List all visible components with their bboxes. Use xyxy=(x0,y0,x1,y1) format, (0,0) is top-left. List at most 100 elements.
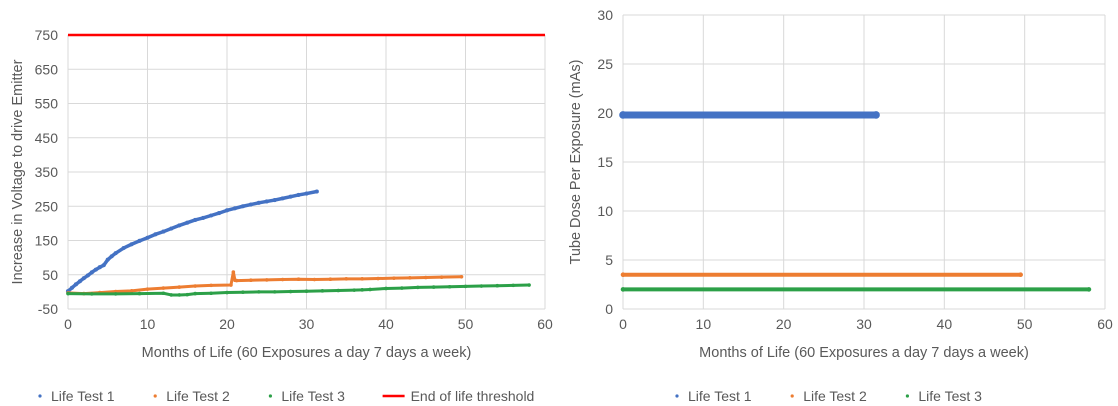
data-point-life-test-1 xyxy=(296,192,301,197)
legend-label: Life Test 1 xyxy=(51,388,115,404)
data-point-life-test-1 xyxy=(73,282,78,287)
data-point-life-test-3 xyxy=(185,292,190,297)
data-point-life-test-1 xyxy=(81,276,86,281)
data-point-life-test-2 xyxy=(439,275,444,279)
data-point-life-test-3 xyxy=(169,293,174,297)
data-point-life-test-2 xyxy=(229,283,233,287)
legend-label: Life Test 3 xyxy=(281,388,345,404)
data-point-life-test-3 xyxy=(384,286,388,291)
legend-swatch-dot xyxy=(790,394,794,398)
data-point-life-test-2 xyxy=(264,278,269,282)
x-tick-label: 40 xyxy=(937,316,953,332)
data-point-life-test-2 xyxy=(193,284,197,288)
data-point-life-test-3 xyxy=(416,285,420,290)
chart-voltage-increase: 0 10 20 30 40 50 60 -50 50 150 250 350 450 550 650 750 M… xyxy=(10,27,553,404)
data-point-life-test-1 xyxy=(93,267,98,272)
data-point-life-test-3 xyxy=(304,289,309,293)
data-point-life-test-1 xyxy=(109,254,114,259)
data-point-life-test-2 xyxy=(392,276,396,280)
data-point-life-test-3 xyxy=(320,289,325,293)
x-tick-label: 10 xyxy=(140,316,156,332)
y-tick-label: 550 xyxy=(35,96,59,112)
y-tick-label: 150 xyxy=(35,233,59,249)
data-point-life-test-1 xyxy=(105,257,110,262)
data-point-life-test-2 xyxy=(423,275,428,280)
data-point-life-test-2 xyxy=(177,285,182,289)
legend-label: End of life threshold xyxy=(411,388,535,404)
data-point-life-test-3 xyxy=(495,283,500,288)
data-point-life-test-1 xyxy=(113,251,118,256)
data-point-life-test-3 xyxy=(137,291,142,296)
y-axis-title: Increase in Voltage to drive Emitter xyxy=(10,59,26,284)
data-point-life-test-3 xyxy=(161,291,166,296)
data-point-life-test-3 xyxy=(193,291,197,296)
data-point-life-test-1 xyxy=(161,229,166,234)
data-point-life-test-1 xyxy=(177,223,182,228)
data-point-life-test-3 xyxy=(90,292,94,296)
data-point-life-test-3 xyxy=(479,284,484,288)
data-point-life-test-2 xyxy=(328,277,333,282)
data-point-life-test-1 xyxy=(145,235,150,240)
data-point-life-test-1 xyxy=(69,285,75,290)
data-point-life-test-2 xyxy=(376,276,380,281)
y-tick-label: 0 xyxy=(605,301,613,317)
data-point-life-test-3 xyxy=(447,284,452,289)
data-point-life-test-3 xyxy=(225,290,229,295)
data-point-life-test-3 xyxy=(527,283,531,287)
y-tick-label: 450 xyxy=(35,130,59,146)
y-tick-label: 5 xyxy=(605,252,613,268)
data-point-life-test-2 xyxy=(231,270,236,274)
legend-label: Life Test 1 xyxy=(688,388,752,404)
y-tick-label: 350 xyxy=(35,164,59,180)
data-point-life-test-2 xyxy=(296,277,301,282)
series-trace-2 xyxy=(67,270,462,296)
data-point-life-test-1 xyxy=(137,238,142,243)
data-point-life-test-3 xyxy=(620,287,626,292)
data-point-life-test-1 xyxy=(224,208,230,213)
data-point-life-test-1 xyxy=(288,194,293,199)
x-axis-title: Months of Life (60 Exposures a day 7 day… xyxy=(142,345,472,361)
data-point-life-test-1 xyxy=(89,270,94,275)
data-point-life-test-1 xyxy=(232,206,237,211)
data-point-life-test-3 xyxy=(360,288,364,292)
x-tick-label: 50 xyxy=(458,316,474,332)
data-point-life-test-2 xyxy=(249,278,253,283)
data-point-life-test-1 xyxy=(304,191,309,196)
data-point-life-test-2 xyxy=(280,277,285,282)
x-tick-label: 30 xyxy=(299,316,315,332)
y-tick-label: 750 xyxy=(35,27,59,43)
data-point-life-test-3 xyxy=(463,284,468,289)
data-point-life-test-3 xyxy=(177,293,182,297)
data-point-life-test-1 xyxy=(101,263,106,268)
data-point-life-test-3 xyxy=(368,287,372,292)
y-axis-title: Tube Dose Per Exposure (mAs) xyxy=(568,60,584,265)
legend-swatch-dot xyxy=(153,394,157,398)
data-point-life-test-1 xyxy=(264,199,269,204)
data-point-life-test-1 xyxy=(272,198,277,203)
y-tick-label: 25 xyxy=(597,56,613,72)
y-tick-label: 650 xyxy=(35,61,59,77)
data-point-life-test-1 xyxy=(872,111,880,119)
x-tick-label: 60 xyxy=(537,316,553,332)
data-point-life-test-1 xyxy=(153,232,158,237)
y-tick-label: 15 xyxy=(597,154,613,170)
data-point-life-test-3 xyxy=(66,291,70,296)
x-tick-label: 40 xyxy=(378,316,394,332)
data-point-life-test-3 xyxy=(288,289,293,294)
data-point-life-test-1 xyxy=(169,226,174,231)
data-point-life-test-1 xyxy=(217,211,222,216)
data-point-life-test-2 xyxy=(344,277,349,281)
y-tick-label: -50 xyxy=(38,301,58,317)
x-tick-label: 20 xyxy=(219,316,235,332)
data-point-life-test-3 xyxy=(352,288,357,292)
data-point-life-test-3 xyxy=(431,285,436,289)
data-point-life-test-3 xyxy=(241,290,245,295)
data-point-life-test-2 xyxy=(360,277,364,281)
data-point-life-test-1 xyxy=(314,189,319,194)
data-point-life-test-3 xyxy=(272,290,277,294)
x-axis-title: Months of Life (60 Exposures a day 7 day… xyxy=(699,345,1029,361)
legend-swatch-dot xyxy=(268,394,272,398)
legend-swatch-dot xyxy=(905,394,909,398)
data-point-life-test-1 xyxy=(77,279,82,284)
data-point-life-test-2 xyxy=(234,278,239,283)
